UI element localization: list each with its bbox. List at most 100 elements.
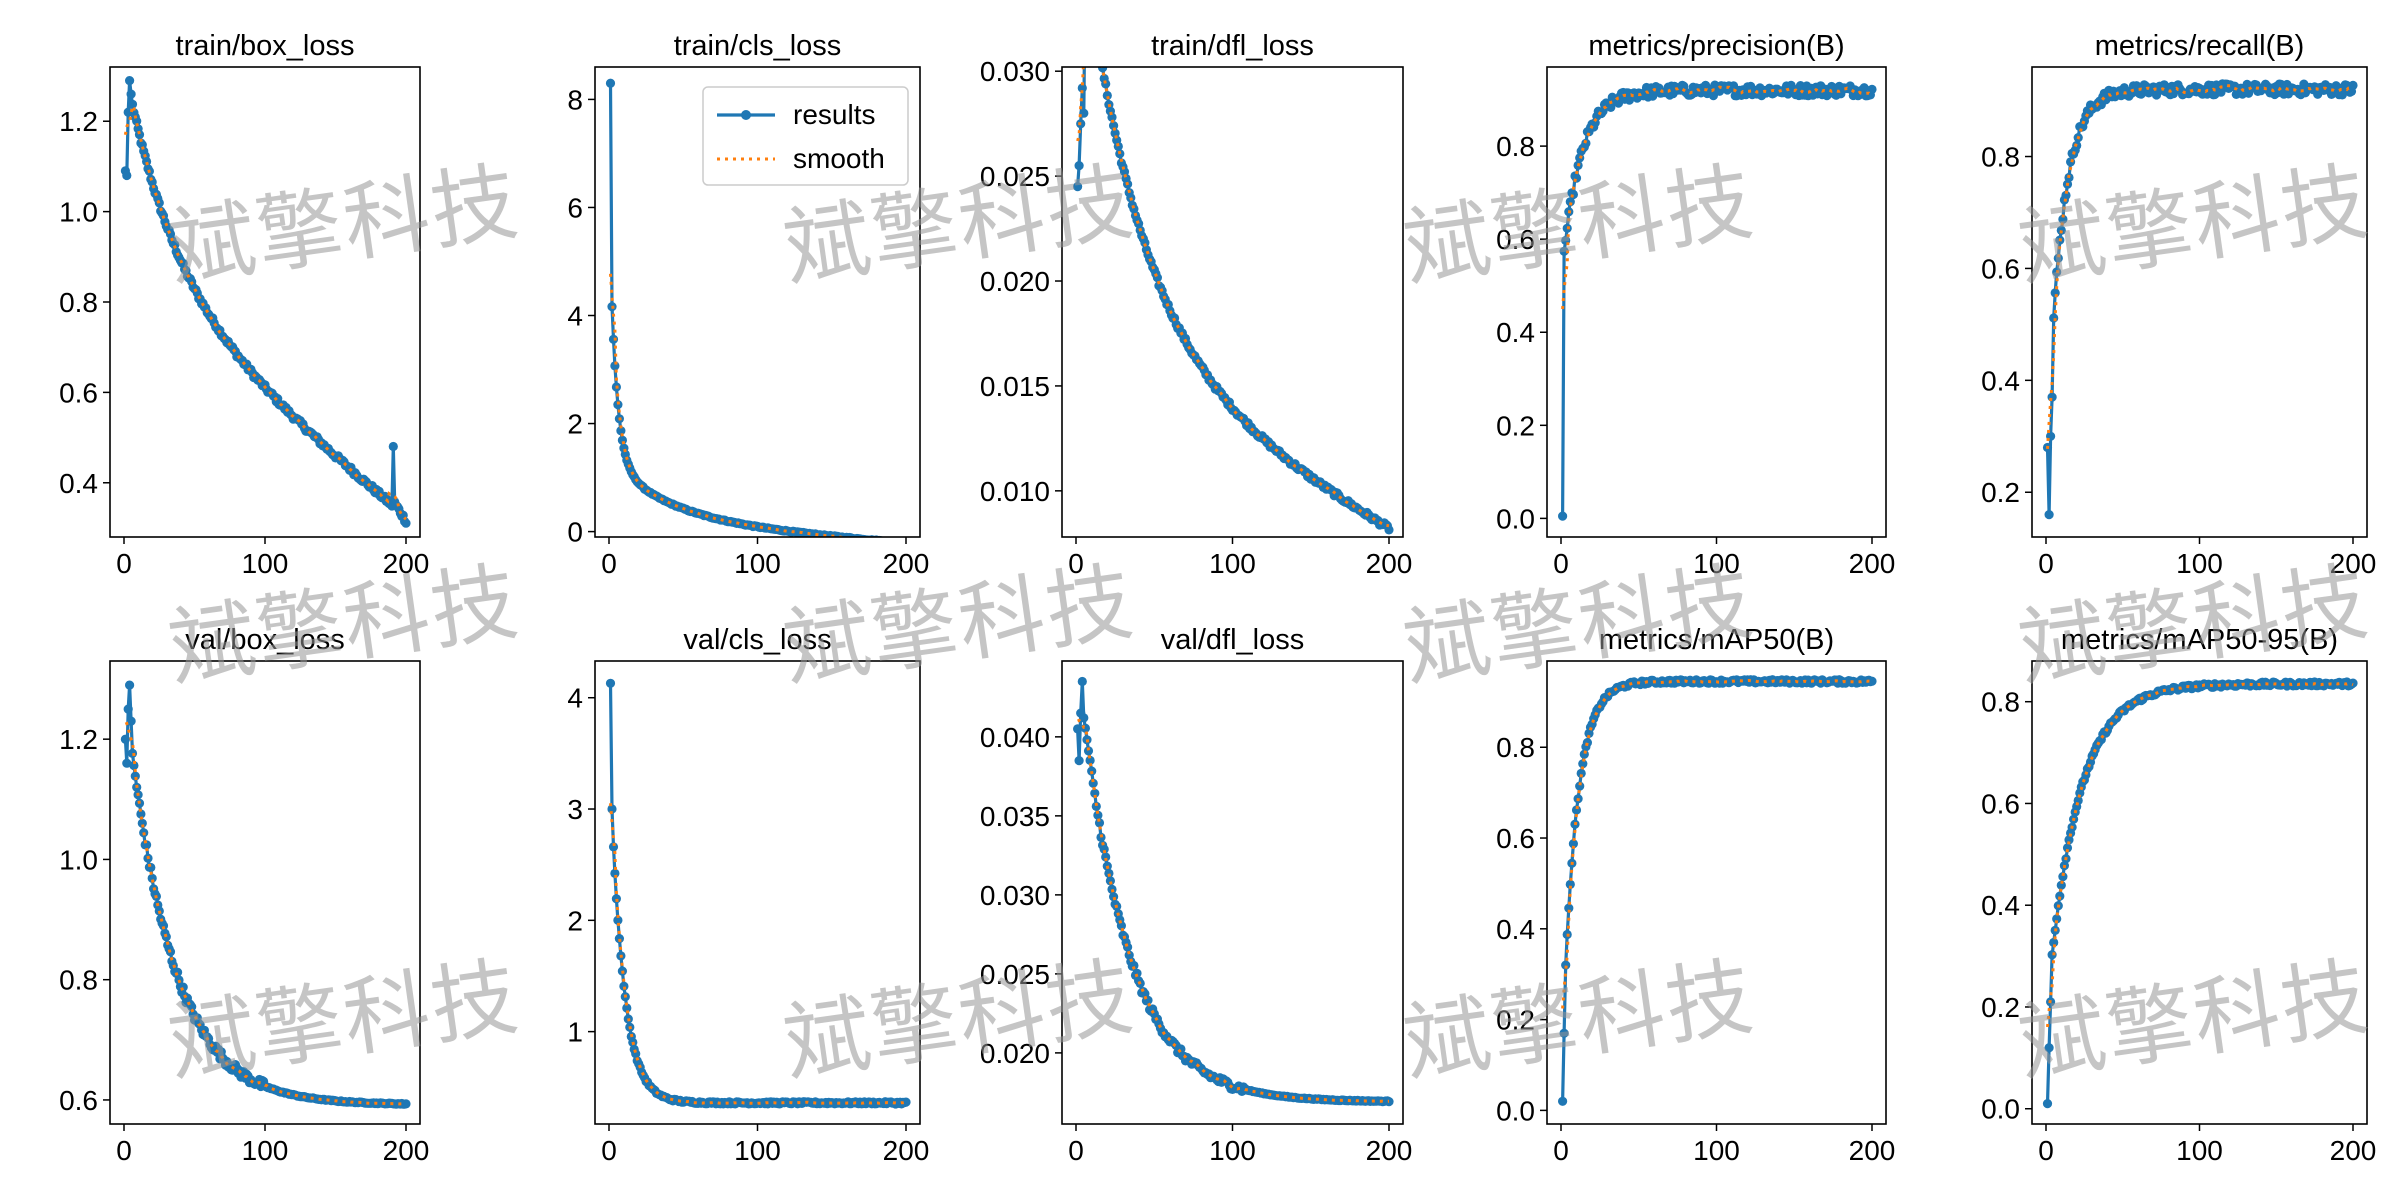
x-tick-label: 100: [1693, 1135, 1740, 1166]
x-tick-label: 200: [1849, 548, 1896, 579]
data-point-results: [886, 536, 890, 537]
plot-area: [2042, 79, 2358, 520]
data-point-results: [136, 809, 146, 819]
y-tick-label: 1: [567, 1017, 583, 1048]
data-point-results: [631, 1049, 641, 1059]
subplot-title: val/cls_loss: [683, 624, 831, 656]
subplot-title: metrics/mAP50-95(B): [2061, 624, 2338, 656]
series-line-results: [1561, 678, 1873, 1102]
y-tick-label: 0.8: [1981, 142, 2020, 173]
series-line-smooth: [124, 721, 407, 1106]
data-point-results: [1109, 121, 1119, 131]
x-tick-label: 0: [1553, 548, 1569, 579]
subplot-title: train/box_loss: [176, 30, 355, 62]
data-point-results: [1077, 676, 1087, 687]
data-point-results: [129, 760, 139, 771]
data-point-results: [1074, 161, 1084, 171]
data-point-results: [888, 536, 892, 537]
data-point-results: [173, 967, 183, 977]
x-tick-label: 200: [1849, 1135, 1896, 1166]
series-line-smooth: [2046, 681, 2354, 1028]
data-point-results: [1110, 128, 1120, 138]
axes-frame: [1546, 66, 1887, 538]
data-point-results: [2044, 509, 2054, 520]
subplot-title: val/dfl_loss: [1161, 624, 1304, 656]
data-point-results: [613, 915, 623, 925]
data-point-results: [1098, 67, 1108, 73]
subplot-title: metrics/precision(B): [1588, 30, 1844, 62]
y-tick-label: 0.4: [1496, 914, 1535, 945]
data-point-results: [1105, 876, 1115, 886]
x-tick-label: 100: [734, 1135, 781, 1166]
data-point-results: [130, 771, 140, 781]
data-point-results: [142, 156, 152, 167]
y-tick-label: 0.025: [980, 161, 1050, 192]
data-point-results: [1558, 511, 1568, 521]
data-point-results: [2058, 214, 2068, 224]
data-point-results: [1073, 724, 1083, 734]
data-point-results: [1140, 238, 1150, 248]
y-tick-label: 2: [567, 905, 583, 936]
data-point-results: [2058, 872, 2068, 882]
y-tick-label: 0.030: [980, 880, 1050, 911]
data-point-results: [1132, 968, 1142, 978]
data-point-results: [1606, 102, 1616, 112]
data-point-results: [1083, 746, 1094, 756]
subplot-train-dfl-loss: train/dfl_loss 0 100 200 0.010 0.015 0.020 0.02…: [980, 17, 1413, 579]
series-line-results: [123, 78, 408, 525]
y-tick-label: 0.6: [1496, 224, 1535, 255]
axes-frame: [109, 660, 421, 1125]
data-point-results: [2042, 1099, 2053, 1109]
y-tick-label: 0.0: [1496, 503, 1535, 534]
y-tick-label: 1.2: [59, 106, 98, 137]
data-point-results: [605, 678, 616, 688]
data-point-results: [127, 99, 138, 109]
y-tick-label: 0.020: [980, 266, 1050, 297]
axes-frame: [594, 660, 921, 1125]
data-point-results: [1090, 17, 1099, 26]
data-point-results: [879, 537, 888, 546]
data-point-results: [1073, 182, 1083, 192]
y-tick-label: 0.2: [1981, 477, 2020, 508]
x-tick-label: 200: [1366, 548, 1413, 579]
series-line-smooth: [609, 803, 907, 1105]
y-tick-label: 4: [567, 301, 583, 332]
y-tick-label: 4: [567, 683, 583, 714]
data-point-results: [1091, 801, 1101, 812]
data-point-results: [2044, 1043, 2054, 1053]
y-tick-label: 0.4: [1496, 317, 1535, 348]
y-tick-label: 0.040: [980, 722, 1050, 753]
data-point-results: [178, 982, 188, 992]
subplot-train-box-loss: train/box_loss 0 100 200 0.4 0.6 0.8 1.0 1.2: [59, 30, 429, 579]
data-point-results: [1080, 723, 1090, 733]
data-point-results: [2056, 880, 2066, 890]
series-line-smooth: [2046, 83, 2354, 449]
series-line-results: [608, 683, 907, 1106]
x-tick-label: 100: [2176, 1135, 2223, 1166]
subplot-metrics-map50-95-b-: metrics/mAP50-95(B) 0 100 200 0.0 0.2 0.4 0.6 0.…: [1981, 624, 2376, 1166]
data-point-results: [1571, 805, 1582, 815]
x-tick-label: 100: [1209, 548, 1256, 579]
data-point-results: [1565, 197, 1575, 207]
y-tick-label: 2: [567, 409, 583, 440]
data-point-results: [2055, 891, 2065, 901]
y-tick-label: 0.6: [59, 377, 98, 408]
series-line-smooth: [123, 101, 407, 521]
data-point-results: [1092, 29, 1101, 38]
subplot-val-box-loss: val/box_loss 0 100 200 0.6 0.8 1.0 1.2: [59, 624, 429, 1166]
subplot-title: metrics/mAP50(B): [1599, 624, 1834, 656]
subplot-title: metrics/recall(B): [2095, 30, 2304, 62]
data-point-results: [1093, 40, 1102, 49]
data-point-results: [1087, 766, 1097, 776]
y-tick-label: 0.8: [1496, 732, 1535, 763]
plot-area: [1558, 80, 1877, 521]
data-point-results: [1867, 676, 1877, 686]
data-point-results: [134, 130, 145, 140]
data-point-results: [1565, 879, 1575, 890]
subplot-val-dfl-loss: val/dfl_loss 0 100 200 0.020 0.025 0.030 0.035 0…: [980, 624, 1412, 1166]
x-tick-label: 0: [2038, 1135, 2054, 1166]
data-point-results: [1099, 844, 1109, 854]
y-tick-label: 0.015: [980, 371, 1050, 402]
y-tick-label: 0.8: [1981, 687, 2020, 718]
data-point-results: [1384, 525, 1394, 535]
